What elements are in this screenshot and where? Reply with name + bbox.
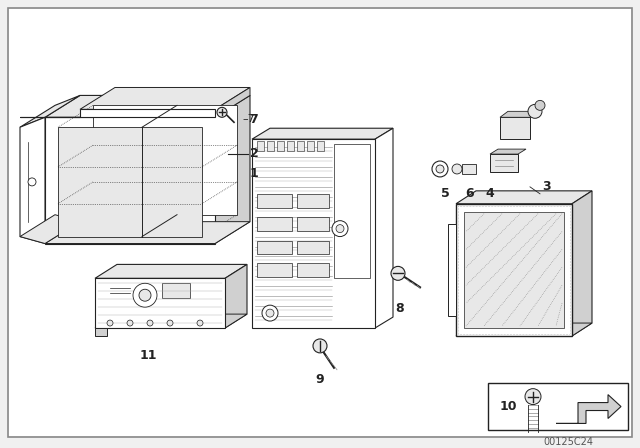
- Polygon shape: [95, 278, 225, 328]
- Circle shape: [28, 178, 36, 186]
- Polygon shape: [45, 222, 250, 244]
- Polygon shape: [297, 194, 329, 208]
- Polygon shape: [257, 263, 292, 277]
- Polygon shape: [448, 224, 456, 316]
- Polygon shape: [334, 144, 370, 278]
- FancyBboxPatch shape: [9, 9, 631, 436]
- Circle shape: [436, 165, 444, 173]
- Circle shape: [262, 305, 278, 321]
- Polygon shape: [488, 383, 628, 431]
- Polygon shape: [500, 117, 530, 139]
- Polygon shape: [45, 117, 215, 244]
- Circle shape: [107, 320, 113, 326]
- Polygon shape: [20, 215, 80, 244]
- Polygon shape: [307, 141, 314, 151]
- Text: –7: –7: [242, 114, 255, 124]
- Polygon shape: [252, 128, 393, 139]
- Circle shape: [332, 221, 348, 237]
- Polygon shape: [556, 395, 621, 423]
- Polygon shape: [277, 141, 284, 151]
- Text: 2: 2: [250, 146, 259, 159]
- Polygon shape: [572, 191, 592, 336]
- Circle shape: [452, 164, 462, 174]
- Text: 3: 3: [542, 181, 550, 194]
- Circle shape: [133, 283, 157, 307]
- Polygon shape: [297, 263, 329, 277]
- Text: 6: 6: [466, 187, 474, 200]
- Polygon shape: [456, 191, 592, 204]
- Circle shape: [391, 267, 405, 280]
- Polygon shape: [462, 164, 476, 174]
- Polygon shape: [95, 314, 247, 328]
- Text: 9: 9: [316, 373, 324, 386]
- Circle shape: [197, 320, 203, 326]
- Polygon shape: [215, 87, 250, 117]
- Circle shape: [167, 320, 173, 326]
- Polygon shape: [162, 283, 190, 298]
- Circle shape: [336, 224, 344, 233]
- Polygon shape: [257, 141, 264, 151]
- Polygon shape: [500, 111, 538, 117]
- Polygon shape: [95, 328, 107, 336]
- Polygon shape: [225, 264, 247, 328]
- Polygon shape: [297, 217, 329, 231]
- Polygon shape: [20, 117, 45, 244]
- Circle shape: [525, 389, 541, 405]
- Polygon shape: [267, 141, 274, 151]
- Polygon shape: [257, 194, 292, 208]
- Polygon shape: [257, 241, 292, 254]
- Polygon shape: [375, 128, 393, 328]
- Circle shape: [313, 339, 327, 353]
- Polygon shape: [80, 87, 250, 109]
- Circle shape: [535, 100, 545, 110]
- Circle shape: [127, 320, 133, 326]
- Polygon shape: [93, 105, 237, 215]
- Polygon shape: [317, 141, 324, 151]
- FancyBboxPatch shape: [8, 8, 632, 437]
- Text: 4: 4: [486, 187, 494, 200]
- Text: 00125C24: 00125C24: [543, 437, 593, 448]
- Polygon shape: [95, 264, 247, 278]
- Text: 8: 8: [396, 302, 404, 314]
- Polygon shape: [287, 141, 294, 151]
- Circle shape: [528, 104, 542, 118]
- Polygon shape: [456, 323, 592, 336]
- Text: 7: 7: [249, 113, 258, 126]
- Polygon shape: [45, 95, 250, 117]
- Polygon shape: [20, 95, 80, 127]
- Polygon shape: [58, 127, 202, 237]
- Polygon shape: [20, 109, 215, 117]
- Polygon shape: [297, 141, 304, 151]
- Text: 1: 1: [250, 168, 259, 181]
- Text: 10: 10: [500, 400, 518, 413]
- Circle shape: [266, 309, 274, 317]
- Polygon shape: [456, 204, 572, 336]
- Circle shape: [139, 289, 151, 301]
- Circle shape: [147, 320, 153, 326]
- Polygon shape: [215, 95, 250, 244]
- Polygon shape: [257, 217, 292, 231]
- Polygon shape: [252, 139, 375, 328]
- Polygon shape: [490, 154, 518, 172]
- Circle shape: [217, 108, 227, 117]
- Polygon shape: [464, 212, 564, 328]
- Text: 5: 5: [440, 187, 449, 200]
- Circle shape: [432, 161, 448, 177]
- Polygon shape: [490, 149, 526, 154]
- Text: 11: 11: [140, 349, 157, 362]
- Polygon shape: [297, 241, 329, 254]
